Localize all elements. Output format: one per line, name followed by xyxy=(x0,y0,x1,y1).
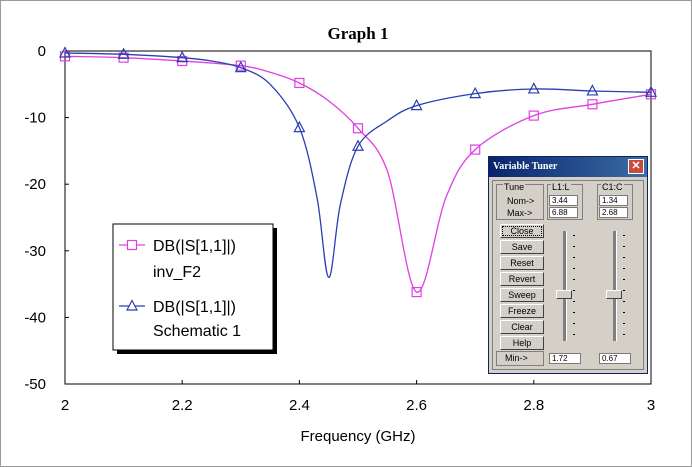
series-1-point xyxy=(352,123,364,134)
tuner-titlebar[interactable]: Variable Tuner ✕ xyxy=(489,157,647,177)
x-tick-label: 2.4 xyxy=(289,397,310,414)
slider-tick xyxy=(573,257,575,258)
y-tick-label: -40 xyxy=(24,309,46,326)
max-value-field[interactable]: 6.88 xyxy=(549,207,578,218)
slider-tick xyxy=(573,334,575,335)
series-line-2 xyxy=(64,52,652,279)
slider-thumb[interactable] xyxy=(606,289,622,299)
sweep-button[interactable]: Sweep xyxy=(500,288,544,302)
variable-name: L1:L xyxy=(551,182,571,192)
help-button[interactable]: Help xyxy=(500,336,544,350)
tune-label: Tune xyxy=(503,182,526,192)
slider-tick xyxy=(573,268,575,269)
slider-tick xyxy=(573,290,575,291)
series-2-point xyxy=(176,50,189,63)
series-2-point xyxy=(410,98,423,111)
variable-name: C1:C xyxy=(601,182,624,192)
slider-tick xyxy=(623,301,625,302)
legend[interactable]: DB(|S[1,1]|) inv_F2 DB(|S[1,1]|) Schematic … xyxy=(112,223,277,354)
series-2-point xyxy=(293,120,306,133)
x-tick-label: 2.2 xyxy=(172,397,193,414)
series-2-point xyxy=(645,85,657,97)
series-2-point xyxy=(117,47,130,59)
x-tick-label: 2 xyxy=(61,397,69,414)
plot-area xyxy=(64,50,652,385)
freeze-button[interactable]: Freeze xyxy=(500,304,544,318)
save-button[interactable]: Save xyxy=(500,240,544,254)
min-value-field[interactable]: 0.67 xyxy=(599,353,631,364)
legend-label: DB(|S[1,1]|) xyxy=(153,299,236,316)
x-tick-label: 3 xyxy=(647,397,655,414)
slider-tick xyxy=(623,268,625,269)
close-button[interactable]: Close xyxy=(500,224,544,238)
slider-track[interactable] xyxy=(613,231,617,341)
series-1-point xyxy=(411,286,422,298)
min-value-field[interactable]: 1.72 xyxy=(549,353,581,364)
y-tick-label: -20 xyxy=(24,176,46,193)
nom-label: Nom-> xyxy=(507,196,535,206)
max-label: Max-> xyxy=(507,208,533,218)
slider-tick xyxy=(573,246,575,247)
y-tick-label: -50 xyxy=(24,376,46,393)
slider-tick xyxy=(623,334,625,335)
reset-button[interactable]: Reset xyxy=(500,256,544,270)
series-1-point xyxy=(294,77,305,89)
min-label: Min-> xyxy=(505,353,528,363)
legend-marker-triangle xyxy=(126,299,138,311)
slider-tick xyxy=(573,312,575,313)
slider-tick xyxy=(573,279,575,280)
slider-track[interactable] xyxy=(563,231,567,341)
slider-tick xyxy=(623,323,625,324)
y-tick-label: -10 xyxy=(24,110,46,127)
slider-tick xyxy=(623,257,625,258)
legend-marker-square xyxy=(126,239,138,251)
series-2-point xyxy=(469,86,482,99)
series-2-point xyxy=(59,46,71,58)
slider-tick xyxy=(573,301,575,302)
series-line-1 xyxy=(64,55,652,293)
series-1-point xyxy=(470,144,481,155)
legend-sublabel: inv_F2 xyxy=(153,264,201,281)
slider-tick xyxy=(623,235,625,236)
y-tick-label: -30 xyxy=(24,243,46,260)
series-2-point xyxy=(234,60,247,73)
slider-tick xyxy=(623,312,625,313)
slider-tick xyxy=(623,279,625,280)
series-2-point xyxy=(586,84,599,96)
y-tick-label: 0 xyxy=(38,43,46,60)
slider-tick xyxy=(573,323,575,324)
chart-title: Graph 1 xyxy=(328,24,389,43)
slider-tick xyxy=(623,246,625,247)
legend-sublabel: Schematic 1 xyxy=(153,323,241,340)
tuner-body: Tune Nom-> Max-> Close Save Reset Revert Swe… xyxy=(492,180,644,370)
series-2-point xyxy=(527,82,540,94)
slider-tick xyxy=(573,235,575,236)
series-1-point xyxy=(587,99,598,110)
series-2-point xyxy=(352,139,364,151)
series-1-point xyxy=(528,110,539,121)
nom-value-field[interactable]: 3.44 xyxy=(549,195,578,206)
close-icon[interactable]: ✕ xyxy=(628,159,644,174)
x-tick-label: 2.8 xyxy=(523,397,544,414)
revert-button[interactable]: Revert xyxy=(500,272,544,286)
min-group xyxy=(496,351,544,366)
clear-button[interactable]: Clear xyxy=(500,320,544,334)
x-tick-label: 2.6 xyxy=(406,397,427,414)
nom-value-field[interactable]: 1.34 xyxy=(599,195,628,206)
legend-label: DB(|S[1,1]|) xyxy=(153,238,236,255)
tuner-title: Variable Tuner xyxy=(493,161,558,172)
slider-thumb[interactable] xyxy=(556,289,572,299)
variable-tuner-dialog[interactable]: Variable Tuner ✕ Tune Nom-> Max-> Close S… xyxy=(488,156,648,374)
x-axis-title: Frequency (GHz) xyxy=(300,428,415,445)
slider-tick xyxy=(623,290,625,291)
max-value-field[interactable]: 2.68 xyxy=(599,207,628,218)
